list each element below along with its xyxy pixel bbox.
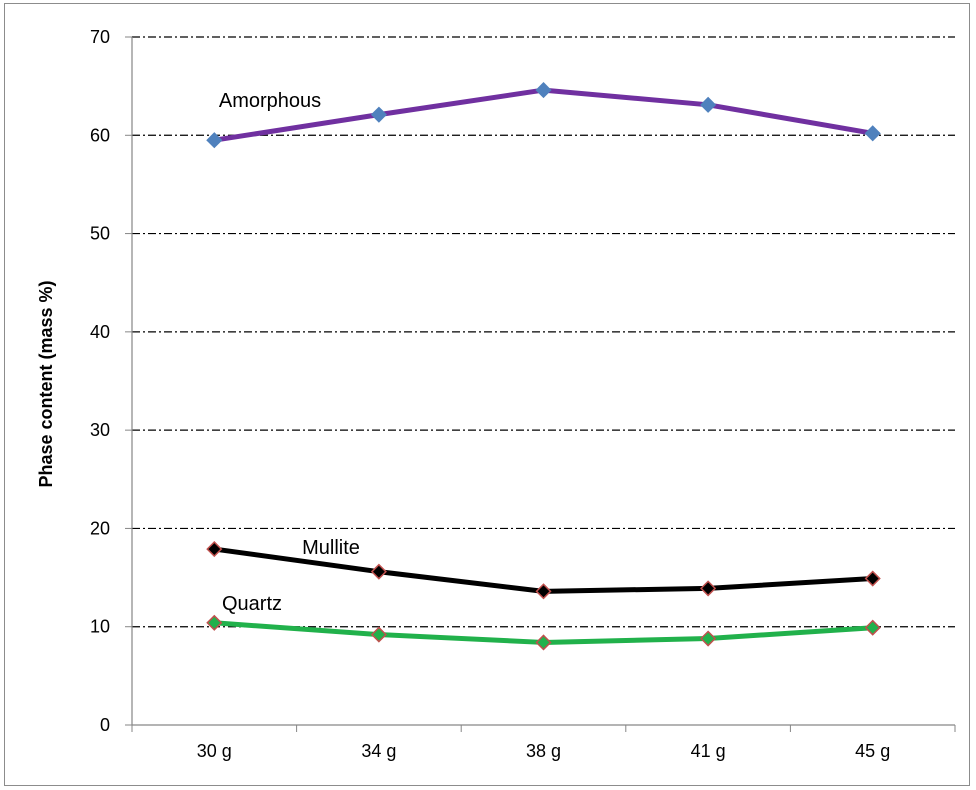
- y-tick-label: 30: [90, 420, 110, 440]
- y-tick-label: 60: [90, 125, 110, 145]
- data-point: [700, 580, 717, 597]
- series: [206, 82, 881, 651]
- data-point: [864, 125, 881, 142]
- series-label-amorphous: Amorphous: [219, 90, 321, 112]
- data-point: [206, 541, 223, 558]
- series-label-quartz: Quartz: [222, 593, 282, 615]
- data-point: [864, 570, 881, 587]
- axes: [125, 36, 956, 732]
- series-label-mullite: Mullite: [302, 537, 360, 559]
- y-tick-label: 70: [90, 27, 110, 47]
- y-tick-label: 40: [90, 322, 110, 342]
- data-point: [206, 132, 223, 149]
- y-tick-label: 50: [90, 224, 110, 244]
- data-point: [370, 563, 387, 580]
- data-point: [535, 82, 552, 99]
- data-point: [370, 626, 387, 643]
- labels: 0 10 20 30 40 50 60 70 30 g 34 g 38 g 41 g 45 g Amorp…: [90, 27, 890, 761]
- data-point: [864, 619, 881, 636]
- y-axis-title: Phase content (mass %): [36, 280, 56, 487]
- chart-frame: [4, 3, 970, 786]
- data-point: [535, 583, 552, 600]
- y-tick-label: 10: [90, 617, 110, 637]
- data-point: [700, 630, 717, 647]
- data-point: [370, 106, 387, 123]
- y-tick-label: 20: [90, 518, 110, 538]
- x-tick-label: 38 g: [526, 741, 561, 761]
- data-point: [206, 614, 223, 631]
- x-tick-label: 41 g: [691, 741, 726, 761]
- x-tick-label: 30 g: [197, 741, 232, 761]
- y-tick-label: 0: [100, 715, 110, 735]
- data-point: [700, 96, 717, 113]
- x-tick-label: 45 g: [855, 741, 890, 761]
- gridlines: [132, 36, 955, 628]
- x-tick-label: 34 g: [361, 741, 396, 761]
- data-point: [535, 634, 552, 651]
